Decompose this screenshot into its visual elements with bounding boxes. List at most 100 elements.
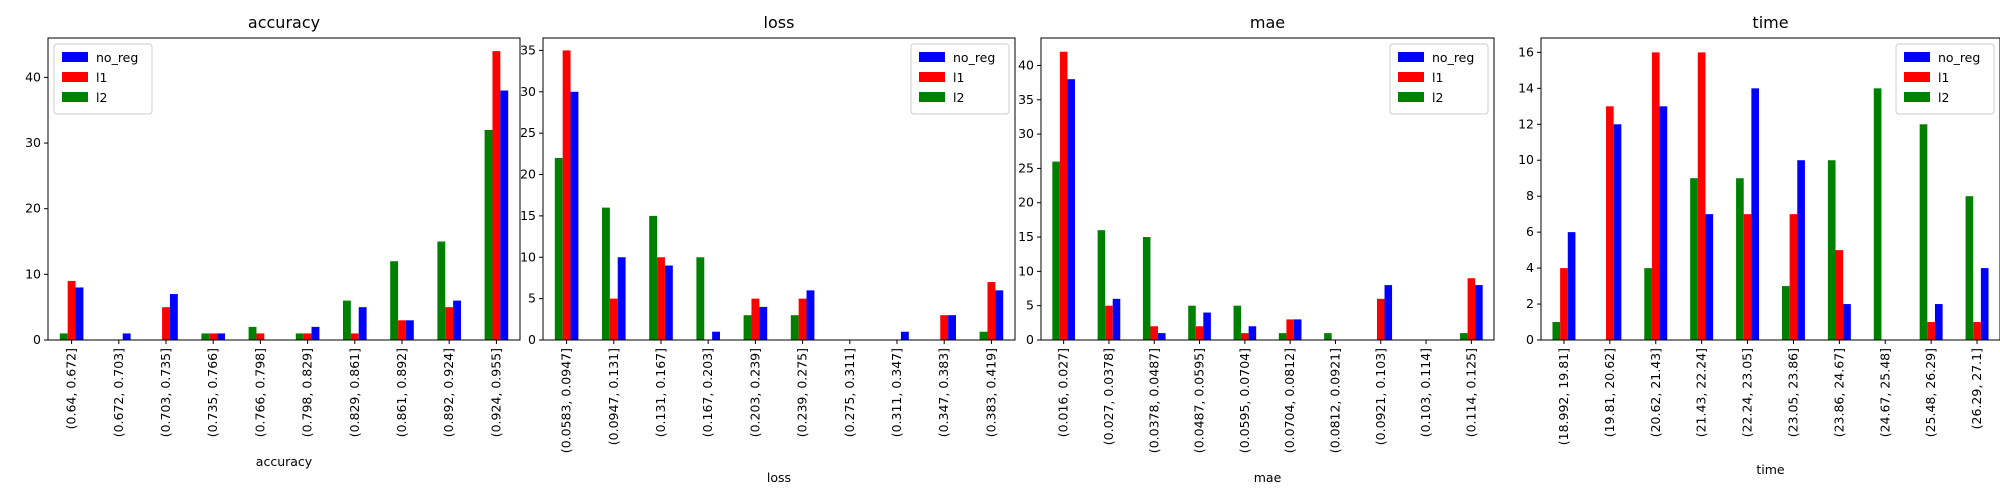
bar-loss-l1-1 <box>609 298 618 340</box>
bar-time-l2-8 <box>1919 124 1928 340</box>
bar-mae-l1-0 <box>1059 51 1068 340</box>
y-tick-label-time-5: 10 <box>1518 152 1534 167</box>
x-tick-label-mae-2: (0.0378, 0.0487] <box>1146 348 1161 453</box>
x-tick-label-mae-9: (0.114, 0.125] <box>1463 348 1478 437</box>
x-tick-label-mae-5: (0.0704, 0.0812] <box>1282 348 1297 453</box>
y-tick-label-loss-4: 20 <box>520 167 536 182</box>
bar-mae-no_reg-5 <box>1293 319 1302 340</box>
bar-loss-l1-2 <box>657 257 665 340</box>
x-axis-label-accuracy: accuracy <box>256 454 313 469</box>
y-tick-label-time-1: 2 <box>1526 296 1534 311</box>
legend-label-mae-l2: l2 <box>1432 90 1443 105</box>
legend-label-accuracy-no_reg: no_reg <box>96 50 138 65</box>
x-tick-label-accuracy-2: (0.703, 0.735] <box>158 348 173 437</box>
bar-mae-l2-3 <box>1188 305 1196 340</box>
bar-accuracy-l2-3 <box>201 333 210 340</box>
x-tick-label-mae-4: (0.0595, 0.0704] <box>1237 348 1252 453</box>
x-tick-label-loss-4: (0.203, 0.239] <box>747 348 762 437</box>
x-tick-label-loss-0: (0.0583, 0.0947] <box>559 348 574 453</box>
bar-mae-l1-9 <box>1467 278 1476 340</box>
bar-loss-l1-5 <box>798 298 807 340</box>
bar-loss-l2-2 <box>649 215 658 340</box>
bar-loss-no_reg-3 <box>712 331 720 340</box>
bar-accuracy-l2-9 <box>484 129 493 340</box>
y-tick-label-accuracy-2: 20 <box>25 201 41 216</box>
bar-mae-l1-1 <box>1105 305 1113 340</box>
bar-accuracy-l1-8 <box>445 307 454 340</box>
bar-time-l2-5 <box>1781 286 1790 340</box>
bar-accuracy-l1-2 <box>162 307 170 340</box>
bar-loss-l2-9 <box>979 331 988 340</box>
legend-label-mae-l1: l1 <box>1432 70 1443 85</box>
legend-swatch-time-l2 <box>1904 92 1930 102</box>
bar-time-no_reg-1 <box>1613 124 1622 340</box>
x-tick-label-accuracy-8: (0.892, 0.924] <box>441 348 456 437</box>
legend-swatch-accuracy-no_reg <box>62 52 88 62</box>
legend-swatch-loss-l2 <box>919 92 945 102</box>
legend-label-time-l1: l1 <box>1938 70 1949 85</box>
bar-accuracy-no_reg-5 <box>311 326 320 340</box>
bar-accuracy-l2-7 <box>390 261 399 340</box>
x-tick-label-loss-9: (0.383, 0.419] <box>983 348 998 437</box>
x-tick-label-accuracy-9: (0.924, 0.955] <box>488 348 503 437</box>
plot-frame-loss <box>542 37 1016 341</box>
bar-time-l1-0 <box>1560 268 1568 340</box>
bar-accuracy-l1-9 <box>492 51 501 340</box>
x-tick-label-loss-6: (0.275, 0.311] <box>842 348 857 437</box>
chart-time: 0 2 4 6 8 10 12 14 16 (18.992, 19.81] (19.81, 20.6… <box>1518 13 2000 477</box>
chart-title-loss: loss <box>764 13 795 32</box>
y-tick-label-loss-2: 10 <box>520 249 536 264</box>
legend-label-accuracy-l1: l1 <box>96 70 107 85</box>
bar-accuracy-l1-0 <box>67 280 76 340</box>
plot-frame-mae <box>1040 37 1495 341</box>
bar-loss-no_reg-7 <box>900 331 909 340</box>
plot-frame-time <box>1540 37 2000 341</box>
legend-swatch-loss-no_reg <box>919 52 945 62</box>
y-tick-label-mae-0: 0 <box>1026 332 1034 347</box>
bar-time-no_reg-2 <box>1659 106 1668 340</box>
bar-loss-no_reg-2 <box>664 265 673 340</box>
x-tick-label-accuracy-1: (0.672, 0.703] <box>111 348 126 437</box>
bars-accuracy <box>59 51 509 340</box>
bar-accuracy-no_reg-8 <box>453 300 461 340</box>
bar-time-l2-6 <box>1827 160 1836 340</box>
bar-mae-l2-9 <box>1460 333 1468 340</box>
bar-accuracy-l2-8 <box>437 241 446 340</box>
x-tick-label-loss-2: (0.131, 0.167] <box>653 348 668 437</box>
x-tick-label-time-7: (24.67, 25.48] <box>1877 348 1892 437</box>
bar-time-l1-5 <box>1789 214 1798 340</box>
y-tick-label-mae-4: 20 <box>1018 195 1034 210</box>
legend-time: no_reg l1 l2 <box>1895 43 1995 115</box>
y-tick-label-time-6: 12 <box>1518 116 1534 131</box>
x-tick-label-time-3: (21.43, 22.24] <box>1694 348 1709 437</box>
bar-loss-l1-8 <box>940 315 949 340</box>
legend-label-time-l2: l2 <box>1938 90 1949 105</box>
bar-time-l1-4 <box>1743 214 1752 340</box>
plot-frame-accuracy <box>47 37 521 341</box>
bar-time-l1-8 <box>1927 322 1935 340</box>
chart-mae: 0 5 10 15 20 25 30 35 40 (0.016, 0.027] (0.027, 0.… <box>1018 13 1495 485</box>
bar-loss-l2-5 <box>790 315 799 340</box>
bar-time-no_reg-4 <box>1751 88 1760 340</box>
bar-mae-no_reg-0 <box>1067 79 1075 340</box>
y-tick-label-accuracy-0: 0 <box>33 332 41 347</box>
bar-mae-l1-5 <box>1286 319 1294 340</box>
bar-time-l2-2 <box>1644 268 1652 340</box>
y-tick-label-mae-1: 5 <box>1026 298 1034 313</box>
y-tick-label-time-8: 16 <box>1518 44 1534 59</box>
bar-accuracy-no_reg-3 <box>217 333 225 340</box>
x-axis-label-loss: loss <box>767 470 791 485</box>
bar-accuracy-l1-7 <box>398 320 406 340</box>
x-tick-label-time-9: (26.29, 27.1] <box>1969 348 1984 429</box>
x-axis-label-mae: mae <box>1254 470 1282 485</box>
bar-time-l2-3 <box>1690 178 1698 340</box>
bar-loss-no_reg-0 <box>570 91 579 340</box>
y-tick-label-accuracy-4: 40 <box>25 69 41 84</box>
bar-accuracy-no_reg-2 <box>169 294 178 340</box>
legend-swatch-mae-l2 <box>1398 92 1424 102</box>
bar-mae-no_reg-3 <box>1203 312 1211 340</box>
bar-mae-l2-5 <box>1278 333 1287 340</box>
bar-accuracy-l1-6 <box>350 333 359 340</box>
bar-time-no_reg-3 <box>1705 214 1714 340</box>
x-tick-label-accuracy-7: (0.861, 0.892] <box>394 348 409 437</box>
